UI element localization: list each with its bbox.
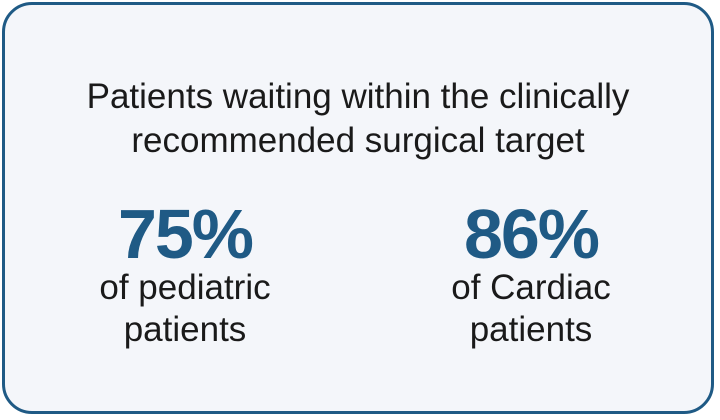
stat-pediatric: 75% of pediatric patients (35, 195, 335, 351)
stat-cardiac-description: of Cardiac patients (381, 267, 681, 351)
stat-pediatric-value: 75% (117, 195, 254, 273)
stat-cardiac-desc-line-2: patients (469, 310, 593, 349)
headline-line-1: Patients waiting within the clinically (86, 77, 630, 116)
headline: Patients waiting within the clinically r… (5, 75, 711, 163)
stat-cardiac-desc-line-1: of Cardiac (451, 268, 611, 307)
stat-pediatric-desc-line-1: of pediatric (99, 268, 271, 307)
stat-pediatric-desc-line-2: patients (123, 310, 247, 349)
infographic-card: Patients waiting within the clinically r… (2, 2, 714, 414)
headline-line-2: recommended surgical target (131, 121, 585, 160)
stat-pediatric-description: of pediatric patients (35, 267, 335, 351)
stat-cardiac-value: 86% (463, 195, 600, 273)
stat-cardiac: 86% of Cardiac patients (381, 195, 681, 351)
